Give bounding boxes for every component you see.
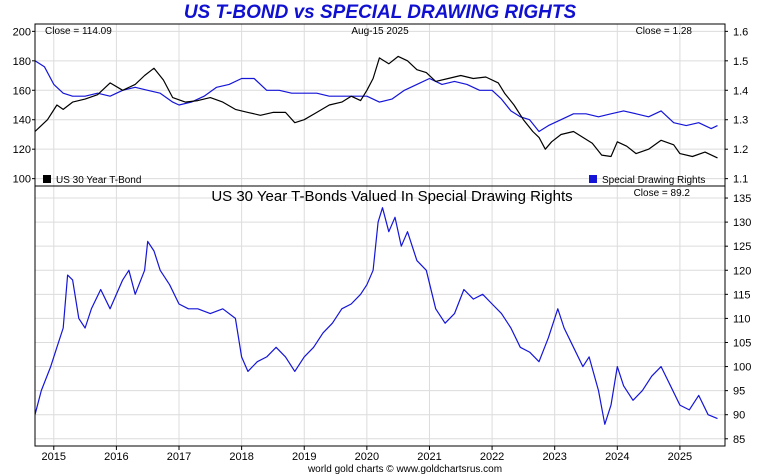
bottom-panel-grid xyxy=(35,186,725,446)
left-tick-label: 180 xyxy=(13,56,31,68)
bottom-tick-label: 120 xyxy=(733,265,751,277)
bottom-right-axis: 85 90 95 100 105 110 115 120 125 130 135 xyxy=(725,193,751,446)
bottom-tick-label: 95 xyxy=(733,386,745,398)
top-header-center: Aug-15 2025 xyxy=(351,26,409,37)
x-tick-label: 2024 xyxy=(605,451,629,463)
top-header-left: Close = 114.09 xyxy=(45,26,112,37)
legend-tbond: US 30 Year T-Bond xyxy=(56,175,141,186)
left-tick-label: 100 xyxy=(13,174,31,186)
bottom-tick-label: 110 xyxy=(733,313,751,325)
x-tick-label: 2016 xyxy=(104,451,128,463)
left-tick-label: 160 xyxy=(13,85,31,97)
x-tick-label: 2019 xyxy=(292,451,316,463)
bottom-tick-label: 105 xyxy=(733,337,751,349)
right-tick-label: 1.2 xyxy=(733,144,748,156)
top-right-axis: 1.1 1.2 1.3 1.4 1.5 1.6 xyxy=(725,26,748,186)
left-tick-label: 120 xyxy=(13,144,31,156)
legend-swatch-sdr xyxy=(589,175,597,183)
bottom-tick-label: 100 xyxy=(733,362,751,374)
bottom-tick-label: 115 xyxy=(733,289,751,301)
sdr-line xyxy=(34,60,718,133)
bottom-panel-frame xyxy=(34,185,726,447)
x-tick-label: 2017 xyxy=(167,451,191,463)
x-axis: 2015 2016 2017 2018 2019 2020 2021 2022 2023 2024… xyxy=(42,446,692,463)
chart-title: US T-BOND vs SPECIAL DRAWING RIGHTS xyxy=(183,2,577,23)
bottom-header-right: Close = 89.2 xyxy=(634,188,691,199)
legend-sdr: Special Drawing Rights xyxy=(602,175,705,186)
right-tick-label: 1.3 xyxy=(733,115,748,127)
right-tick-label: 1.4 xyxy=(733,85,748,97)
x-tick-label: 2023 xyxy=(542,451,566,463)
left-tick-label: 200 xyxy=(13,26,31,38)
series-layer xyxy=(34,55,718,425)
right-tick-label: 1.6 xyxy=(733,26,748,38)
tbond-line xyxy=(34,55,718,159)
x-tick-label: 2022 xyxy=(480,451,504,463)
top-left-axis: 100 120 140 160 180 200 xyxy=(13,26,35,186)
x-tick-label: 2021 xyxy=(417,451,441,463)
left-tick-label: 140 xyxy=(13,115,31,127)
bottom-tick-label: 125 xyxy=(733,241,751,253)
top-header-right: Close = 1.28 xyxy=(636,26,693,37)
right-tick-label: 1.1 xyxy=(733,174,748,186)
legend-swatch-tbond xyxy=(43,175,51,183)
bottom-tick-label: 135 xyxy=(733,193,751,205)
bottom-tick-label: 85 xyxy=(733,434,745,446)
x-tick-label: 2020 xyxy=(355,451,379,463)
right-tick-label: 1.5 xyxy=(733,56,748,68)
x-tick-label: 2018 xyxy=(229,451,253,463)
bottom-tick-label: 90 xyxy=(733,410,745,422)
tbond-in-sdr-line xyxy=(34,207,718,425)
x-tick-label: 2025 xyxy=(668,451,692,463)
x-tick-label: 2015 xyxy=(42,451,66,463)
bottom-panel-title: US 30 Year T-Bonds Valued In Special Dra… xyxy=(211,188,572,205)
footer-credit: world gold charts © www.goldchartsrus.co… xyxy=(307,464,502,475)
top-panel-frame xyxy=(34,23,726,187)
top-panel-grid xyxy=(35,24,725,186)
bottom-tick-label: 130 xyxy=(733,217,751,229)
